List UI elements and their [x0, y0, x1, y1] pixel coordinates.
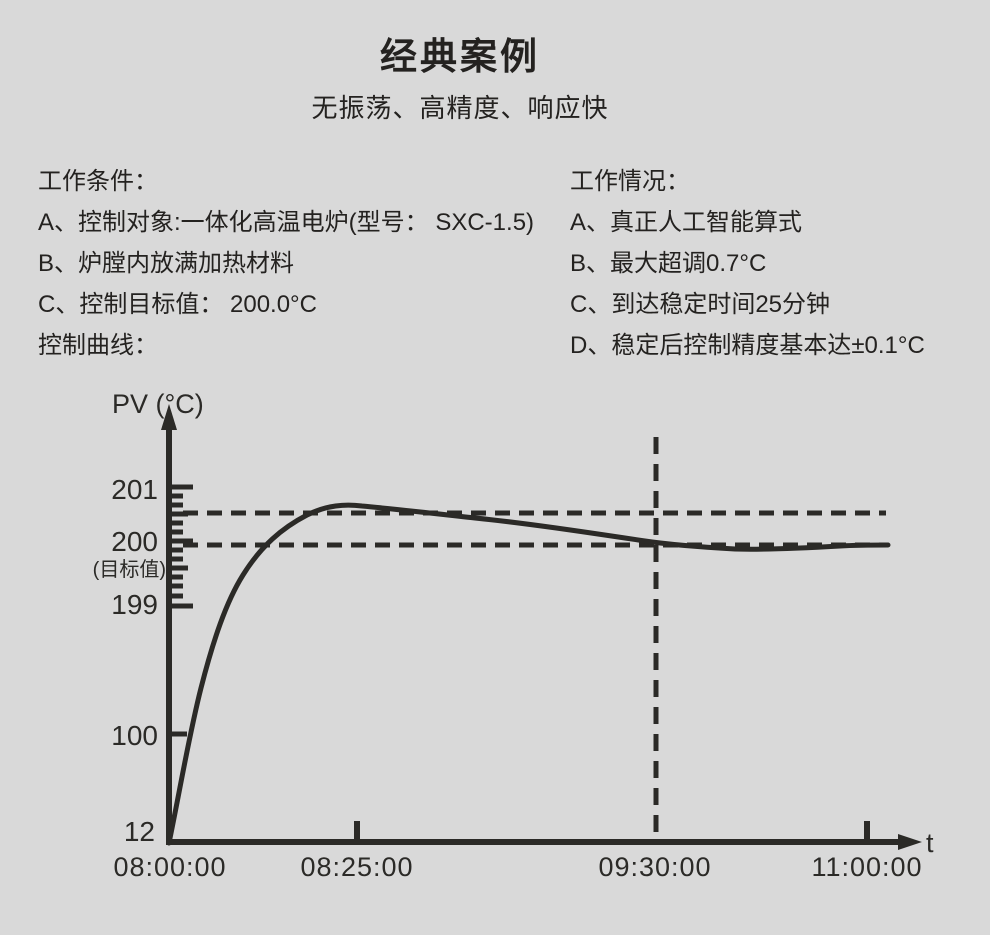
y-tick-12: 12 — [124, 816, 155, 847]
y-tick-200: 200 — [111, 526, 158, 557]
y-tick-target-label: (目标值) — [93, 558, 166, 581]
y-axis-arrow-icon — [161, 404, 177, 430]
working-results-section: 工作情况： A、真正人工智能算式 B、最大超调0.7°C C、到达稳定时间25分… — [570, 161, 990, 366]
control-curve-label: 控制曲线： — [38, 332, 158, 359]
results-heading: 工作情况： — [570, 168, 690, 195]
condition-item-a: A、控制对象:一体化高温电炉(型号： SXC-1.5) — [38, 209, 535, 236]
x-tick-080000: 08:00:00 — [113, 852, 226, 882]
condition-item-b: B、炉膛内放满加热材料 — [38, 250, 295, 277]
result-item-a: A、真正人工智能算式 — [570, 209, 803, 236]
result-item-c: C、到达稳定时间25分钟 — [570, 291, 831, 318]
x-tick-110000: 11:00:00 — [811, 852, 922, 882]
y-axis-ruler-ticks — [171, 484, 193, 609]
result-item-b: B、最大超调0.7°C — [570, 250, 767, 277]
y-tick-100: 100 — [111, 720, 158, 751]
x-axis-arrow-icon — [898, 834, 922, 850]
page-subtitle: 无振荡、高精度、响应快 — [311, 93, 609, 123]
y-axis-title: PV (°C) — [112, 389, 204, 419]
working-conditions-section: 工作条件： A、控制对象:一体化高温电炉(型号： SXC-1.5) B、炉膛内放… — [38, 161, 568, 366]
condition-item-c: C、控制目标值： 200.0°C — [38, 291, 317, 318]
conditions-heading: 工作条件： — [38, 168, 158, 195]
x-tick-093000: 09:30:00 — [598, 852, 711, 882]
y-tick-201: 201 — [111, 474, 158, 505]
x-axis-title: t — [926, 828, 934, 858]
page-title: 经典案例 — [380, 36, 540, 77]
result-item-d: D、稳定后控制精度基本达±0.1°C — [570, 332, 925, 359]
pv-curve — [166, 502, 891, 846]
y-tick-199: 199 — [111, 589, 158, 620]
x-tick-082500: 08:25:00 — [300, 852, 413, 882]
